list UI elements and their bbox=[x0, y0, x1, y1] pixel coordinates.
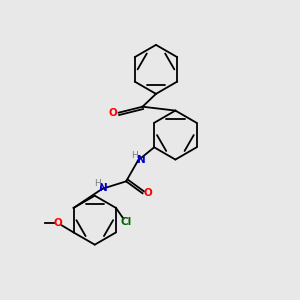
Text: Cl: Cl bbox=[121, 217, 132, 227]
Text: O: O bbox=[143, 188, 152, 198]
Text: H: H bbox=[131, 151, 137, 160]
Text: O: O bbox=[109, 108, 118, 118]
Text: O: O bbox=[54, 218, 62, 228]
Text: N: N bbox=[99, 183, 108, 193]
Text: H: H bbox=[94, 179, 101, 188]
Text: N: N bbox=[137, 155, 146, 165]
